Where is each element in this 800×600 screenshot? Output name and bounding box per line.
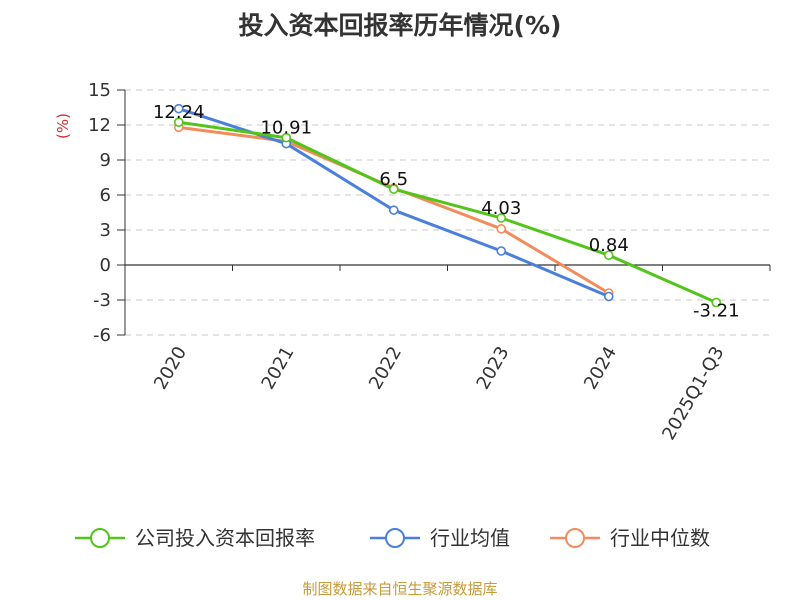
legend-label[interactable]: 公司投入资本回报率 bbox=[135, 526, 315, 550]
data-point bbox=[281, 132, 292, 143]
legend-marker bbox=[565, 528, 585, 548]
y-tick-label: 15 bbox=[88, 80, 111, 101]
data-label: 4.03 bbox=[481, 198, 521, 219]
source-note: 制图数据来自恒生聚源数据库 bbox=[302, 580, 498, 598]
x-tick-label: 2023 bbox=[472, 343, 513, 393]
data-point bbox=[711, 297, 722, 308]
x-tick-label: 2021 bbox=[257, 343, 298, 393]
data-point bbox=[173, 117, 184, 127]
y-tick-label: 0 bbox=[100, 255, 111, 276]
y-tick-label: 3 bbox=[100, 220, 111, 241]
series-line bbox=[177, 120, 718, 304]
legend-marker bbox=[90, 528, 110, 548]
x-tick-label: 2022 bbox=[365, 343, 406, 393]
data-point bbox=[603, 291, 614, 302]
y-tick-label: 9 bbox=[100, 150, 111, 171]
y-tick-label: 12 bbox=[88, 115, 111, 136]
data-label: 0.84 bbox=[589, 235, 629, 256]
data-label: 10.91 bbox=[260, 118, 312, 139]
data-point bbox=[388, 205, 399, 215]
data-point bbox=[496, 246, 507, 256]
legend-label[interactable]: 行业均值 bbox=[430, 526, 510, 550]
data-label: -3.21 bbox=[693, 300, 740, 321]
data-point bbox=[173, 103, 184, 114]
y-tick-label: -6 bbox=[93, 325, 111, 346]
legend-label[interactable]: 行业中位数 bbox=[610, 526, 710, 550]
x-tick-label: 2024 bbox=[580, 343, 621, 393]
data-point bbox=[496, 213, 507, 223]
y-tick-label: 6 bbox=[100, 185, 111, 206]
data-point bbox=[496, 224, 507, 234]
y-tick-label: -3 bbox=[93, 290, 111, 311]
x-tick-label: 2020 bbox=[150, 343, 191, 393]
data-label: 12.24 bbox=[153, 102, 205, 123]
y-axis-label: (%) bbox=[54, 113, 72, 139]
legend-marker bbox=[385, 528, 405, 548]
x-tick-label: 2025Q1-Q3 bbox=[658, 343, 728, 444]
data-label: 6.5 bbox=[379, 169, 408, 190]
chart-title: 投入资本回报率历年情况(%) bbox=[238, 11, 562, 40]
data-point bbox=[603, 250, 614, 260]
data-point bbox=[388, 184, 399, 194]
